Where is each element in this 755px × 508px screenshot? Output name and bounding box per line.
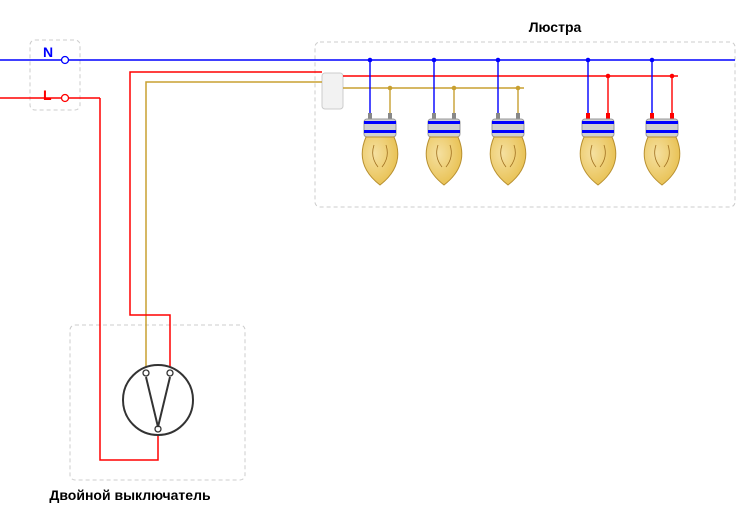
bulb-0-glass-icon xyxy=(362,137,398,185)
bulb-1-pin-right-icon xyxy=(452,113,456,119)
bulb-1-base-stripe1-icon xyxy=(428,121,460,124)
bulb-0-pin-right-icon xyxy=(388,113,392,119)
bulb-2-glass-icon xyxy=(490,137,526,185)
bulb-2-pin-right-icon xyxy=(516,113,520,119)
bulb-3-neutral-node-icon xyxy=(586,58,591,63)
bulb-3 xyxy=(580,58,616,185)
bulb-2-pin-left-icon xyxy=(496,113,500,119)
bulb-2 xyxy=(490,58,526,185)
bulb-2-base-stripe1-icon xyxy=(492,121,524,124)
bulb-4-glass-icon xyxy=(644,137,680,185)
chandelier-label: Люстра xyxy=(529,19,582,35)
switch-contact-2-icon xyxy=(167,370,173,376)
bulb-2-live-node-icon xyxy=(516,86,521,91)
bulb-3-base-stripe1-icon xyxy=(582,121,614,124)
terminal-n-node-icon xyxy=(62,57,69,64)
junction-box xyxy=(322,73,343,109)
bulb-0-live-node-icon xyxy=(388,86,393,91)
bulb-0-base-stripe1-icon xyxy=(364,121,396,124)
bulb-3-glass-icon xyxy=(580,137,616,185)
switch-contact-1-icon xyxy=(143,370,149,376)
bulb-4-pin-right-icon xyxy=(670,113,674,119)
bulb-2-base-stripe2-icon xyxy=(492,130,524,133)
bulb-3-pin-right-icon xyxy=(606,113,610,119)
terminal-l-node-icon xyxy=(62,95,69,102)
bulb-1 xyxy=(426,58,462,185)
bulb-0-pin-left-icon xyxy=(368,113,372,119)
bulb-1-neutral-node-icon xyxy=(432,58,437,63)
bulb-1-base-stripe2-icon xyxy=(428,130,460,133)
bulb-1-live-node-icon xyxy=(452,86,457,91)
bulb-4-neutral-node-icon xyxy=(650,58,655,63)
bulb-1-pin-left-icon xyxy=(432,113,436,119)
bulb-3-pin-left-icon xyxy=(586,113,590,119)
switch-label: Двойной выключатель xyxy=(49,487,211,503)
bulb-4-live-node-icon xyxy=(670,74,675,79)
bulb-0-neutral-node-icon xyxy=(368,58,373,63)
bulb-2-neutral-node-icon xyxy=(496,58,501,63)
bulb-4-pin-left-icon xyxy=(650,113,654,119)
bulb-3-live-node-icon xyxy=(606,74,611,79)
bulb-1-glass-icon xyxy=(426,137,462,185)
bulb-3-base-stripe2-icon xyxy=(582,130,614,133)
bulb-4-base-stripe2-icon xyxy=(646,130,678,133)
bulb-4-base-stripe1-icon xyxy=(646,121,678,124)
wire-group2-to-junction xyxy=(130,72,322,371)
terminal-box xyxy=(30,40,80,110)
terminal-n-label: N xyxy=(43,44,53,60)
bulb-4 xyxy=(644,58,680,185)
bulb-0 xyxy=(362,58,398,185)
wire-group1-to-junction xyxy=(146,82,322,371)
terminal-l-label: L xyxy=(43,87,52,103)
bulb-0-base-stripe2-icon xyxy=(364,130,396,133)
